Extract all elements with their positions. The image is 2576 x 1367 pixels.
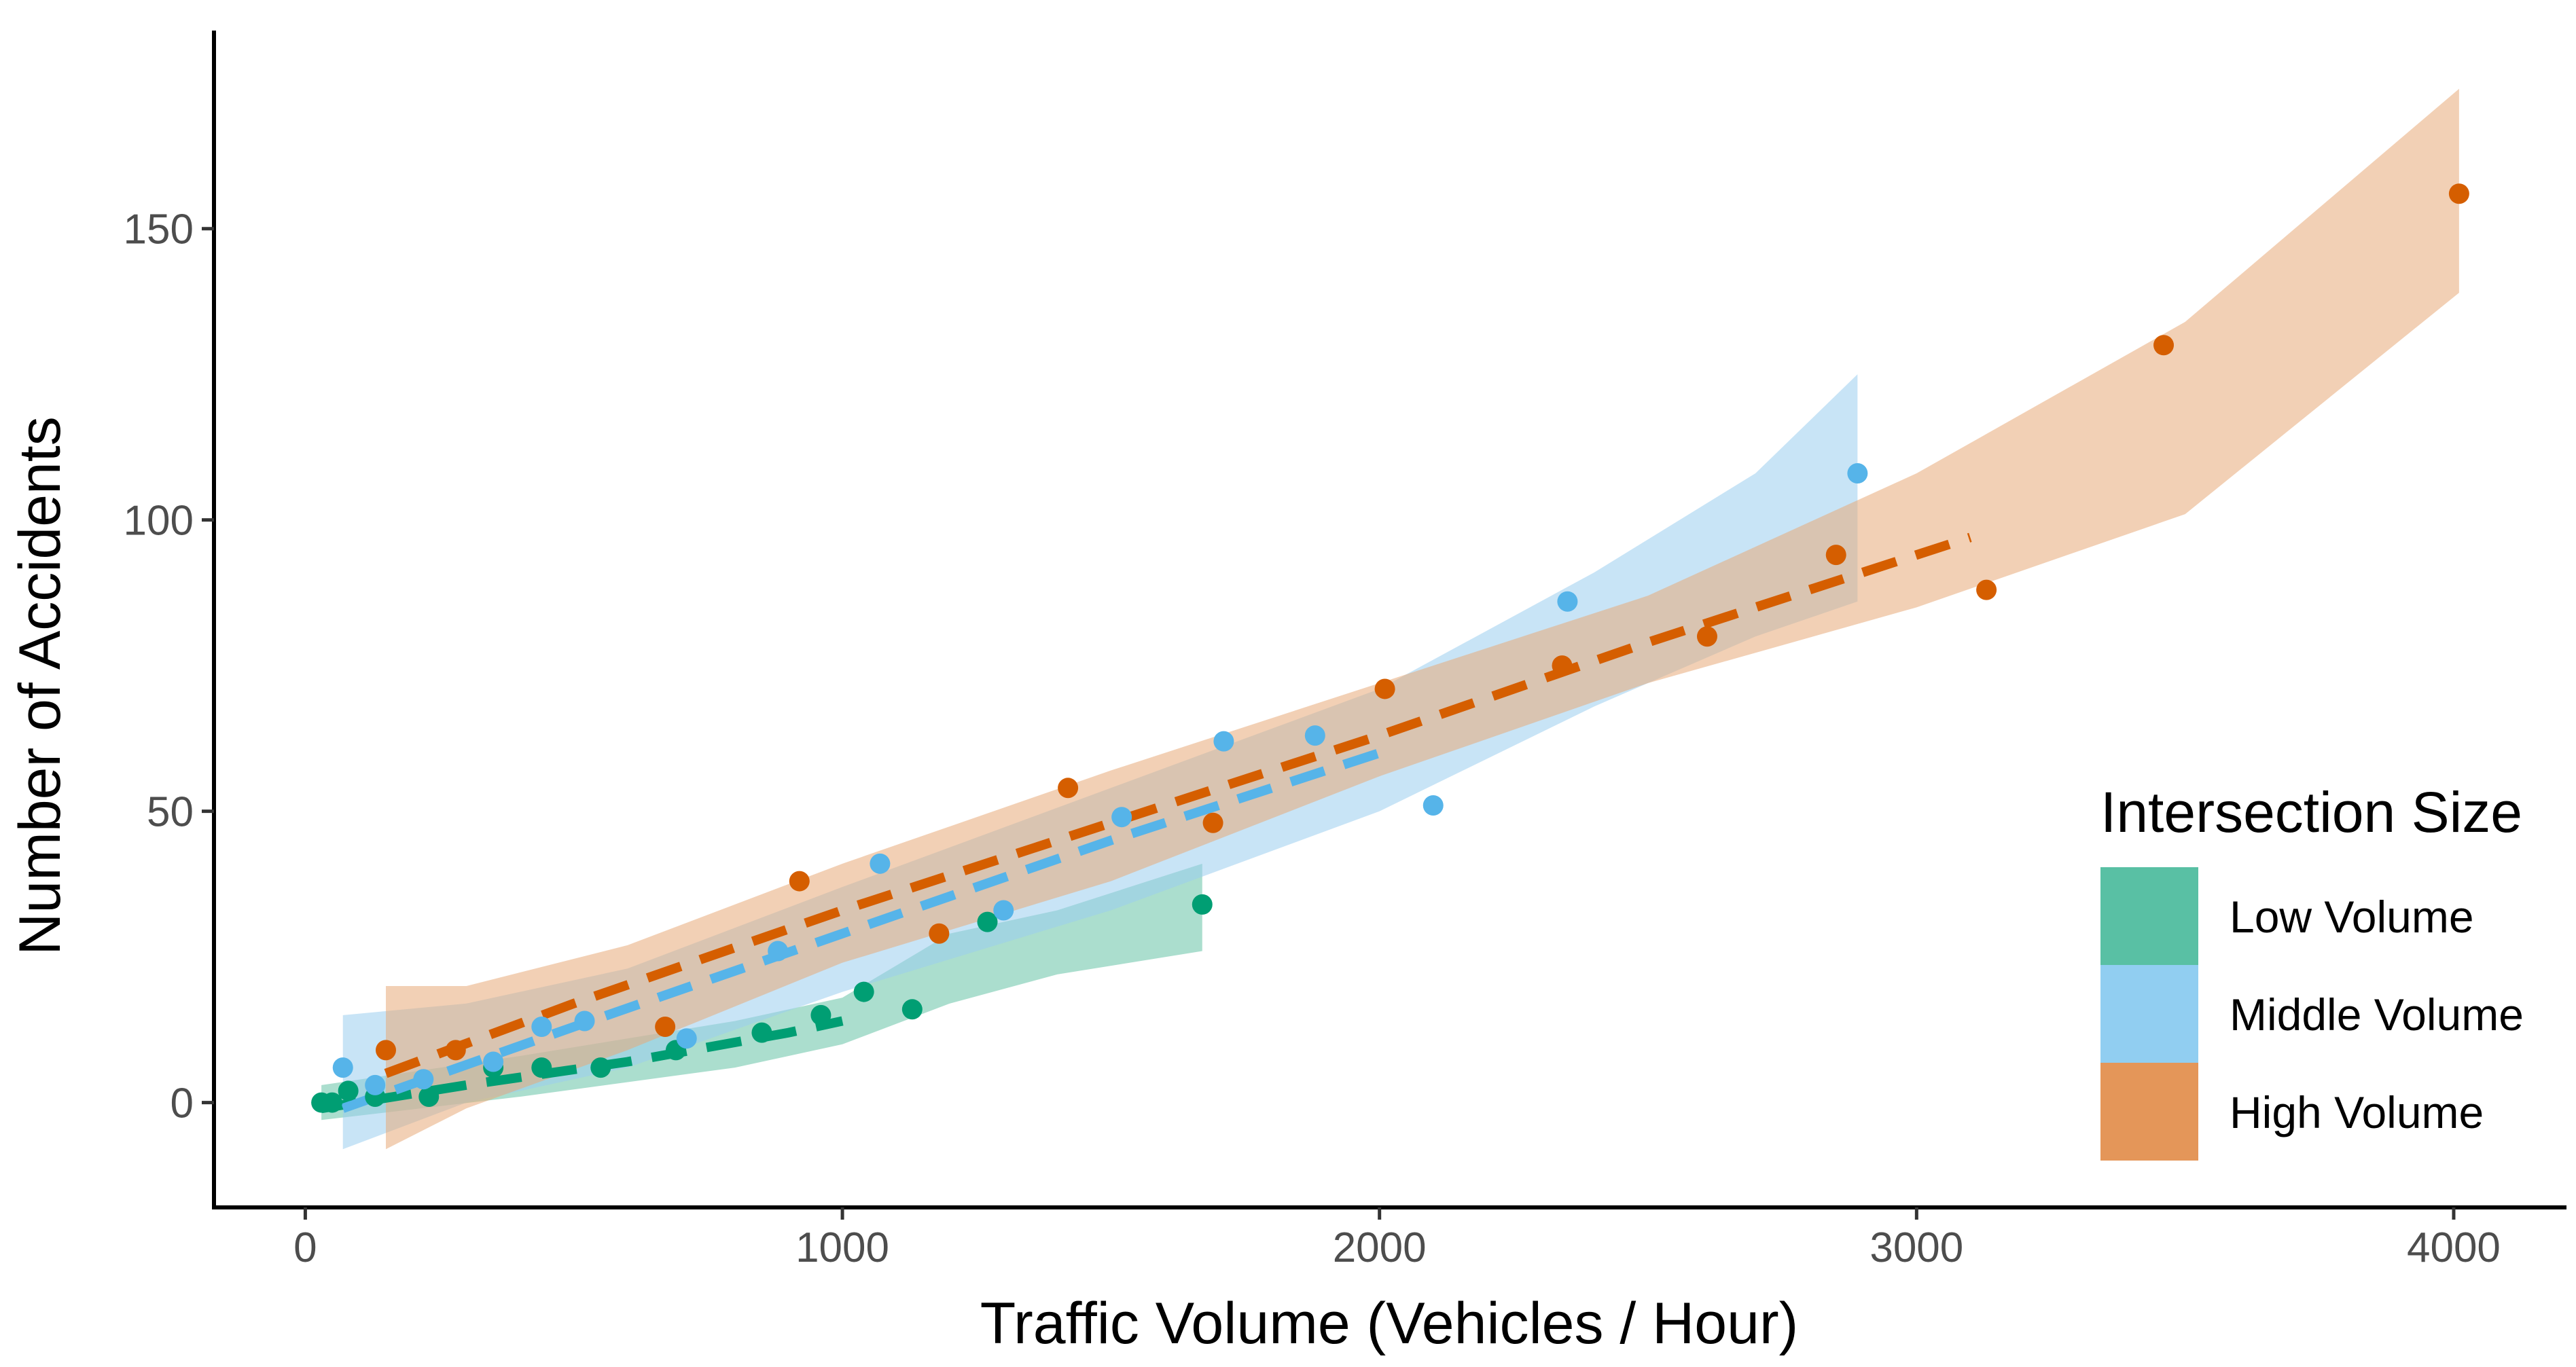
point-middle-volume-14 — [1557, 591, 1578, 612]
point-middle-volume-15 — [1847, 463, 1868, 484]
y-tick-label-50: 50 — [147, 789, 194, 836]
point-high-volume-5 — [1058, 778, 1079, 799]
x-tick-label-1000: 1000 — [795, 1224, 889, 1271]
y-axis-ticks: 0 50 100 150 — [124, 206, 214, 1127]
x-tick-label-3000: 3000 — [1870, 1224, 1963, 1271]
y-tick-label-0: 0 — [171, 1080, 194, 1127]
point-middle-volume-1 — [365, 1074, 386, 1095]
fit-lines — [321, 532, 1972, 1114]
point-middle-volume-6 — [676, 1028, 697, 1049]
x-tick-label-0: 0 — [293, 1224, 317, 1271]
y-axis-title: Number of Accidents — [7, 416, 73, 955]
point-high-volume-1 — [445, 1040, 466, 1061]
x-axis-ticks: 0 1000 2000 3000 4000 — [293, 1207, 2501, 1271]
y-tick-label-100: 100 — [124, 498, 194, 545]
point-high-volume-8 — [1552, 655, 1573, 676]
point-low-volume-6 — [531, 1057, 552, 1078]
point-middle-volume-10 — [1111, 807, 1132, 828]
point-high-volume-13 — [2448, 183, 2469, 204]
point-high-volume-10 — [1825, 545, 1846, 566]
point-high-volume-12 — [2153, 335, 2175, 356]
point-low-volume-2 — [338, 1080, 359, 1101]
point-low-volume-4 — [418, 1086, 440, 1107]
x-axis-title: Traffic Volume (Vehicles / Hour) — [980, 1291, 1798, 1356]
point-middle-volume-4 — [531, 1017, 552, 1038]
point-low-volume-1 — [321, 1092, 342, 1113]
legend: Intersection Size Low Volume Middle Volu… — [2100, 780, 2524, 1161]
band-high-volume — [386, 88, 2459, 1150]
point-low-volume-11 — [853, 981, 874, 1002]
legend-title: Intersection Size — [2100, 780, 2522, 844]
x-tick-label-4000: 4000 — [2407, 1224, 2501, 1271]
point-low-volume-7 — [590, 1057, 611, 1078]
point-high-volume-9 — [1696, 626, 1717, 647]
point-middle-volume-3 — [483, 1051, 504, 1072]
point-middle-volume-5 — [574, 1010, 595, 1032]
point-low-volume-12 — [901, 999, 923, 1020]
point-high-volume-6 — [1202, 812, 1223, 833]
fit-line-low-volume — [321, 1016, 844, 1114]
point-middle-volume-11 — [1213, 731, 1234, 752]
point-high-volume-2 — [655, 1017, 676, 1038]
point-middle-volume-8 — [870, 853, 891, 874]
point-middle-volume-12 — [1304, 725, 1325, 746]
point-middle-volume-2 — [413, 1069, 434, 1090]
legend-key-low-volume — [2100, 867, 2198, 965]
x-tick-label-2000: 2000 — [1333, 1224, 1427, 1271]
legend-label-middle-volume: Middle Volume — [2230, 989, 2524, 1040]
point-middle-volume-9 — [993, 900, 1014, 921]
point-high-volume-3 — [789, 871, 810, 892]
point-high-volume-11 — [1976, 579, 1997, 600]
point-middle-volume-7 — [768, 941, 789, 962]
data-points — [311, 183, 2469, 1113]
fit-line-middle-volume — [341, 748, 1381, 1113]
point-middle-volume-13 — [1423, 795, 1444, 816]
y-tick-label-150: 150 — [124, 206, 194, 253]
point-low-volume-14 — [1192, 894, 1213, 915]
point-low-volume-10 — [810, 1004, 831, 1025]
point-low-volume-13 — [977, 911, 998, 932]
point-high-volume-7 — [1374, 678, 1395, 699]
point-middle-volume-0 — [332, 1057, 353, 1078]
fit-line-high-volume — [384, 532, 1972, 1078]
legend-key-middle-volume — [2100, 965, 2198, 1063]
point-high-volume-0 — [376, 1040, 397, 1061]
point-low-volume-9 — [751, 1022, 772, 1043]
legend-label-low-volume: Low Volume — [2230, 892, 2474, 942]
legend-label-high-volume: High Volume — [2230, 1087, 2484, 1137]
legend-key-high-volume — [2100, 1063, 2198, 1161]
point-high-volume-4 — [929, 923, 950, 944]
